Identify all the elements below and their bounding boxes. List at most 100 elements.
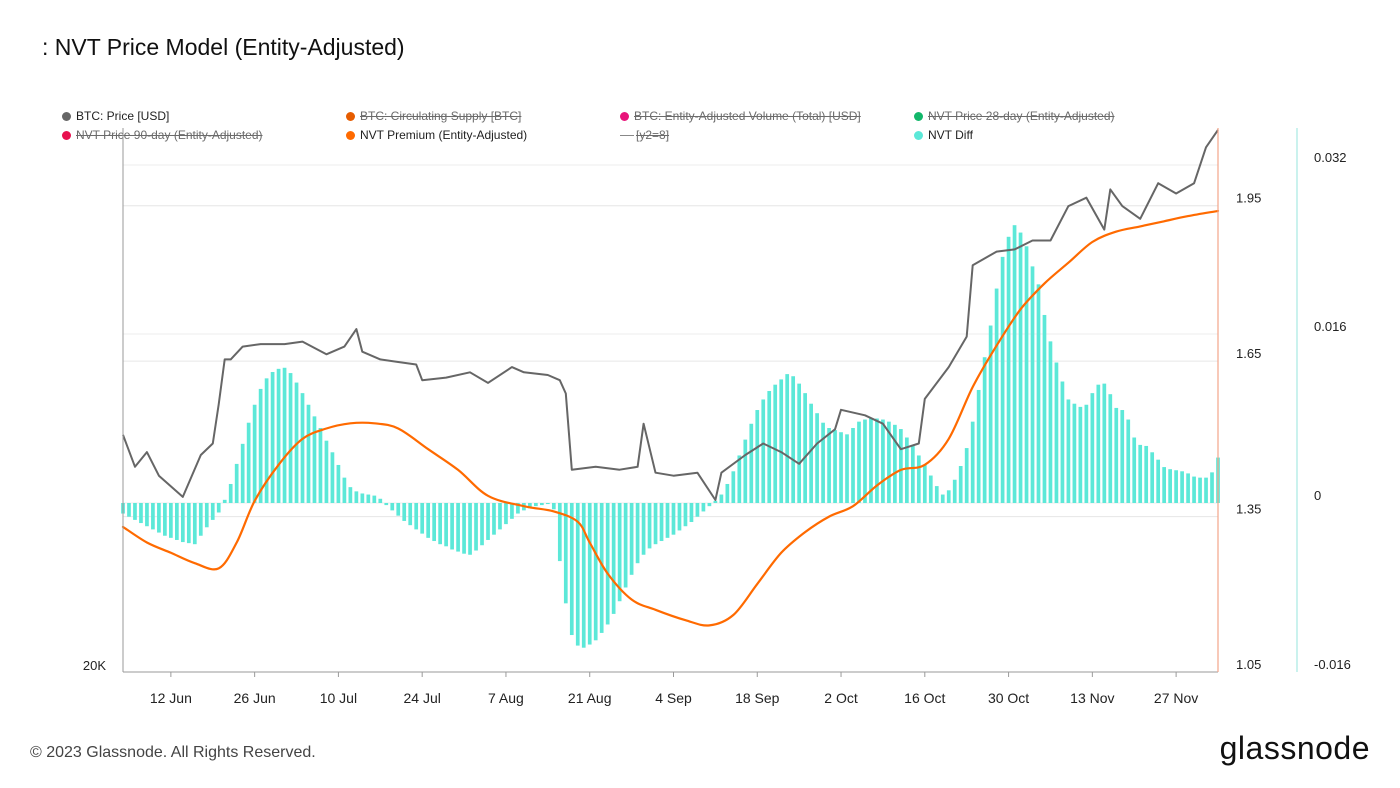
nvt-diff-bar [863,419,867,503]
nvt-diff-bar [426,502,431,538]
nvt-diff-bar [1096,384,1101,503]
nvt-diff-bar [551,502,556,510]
nvt-diff-bar [474,502,478,551]
nvt-diff-bar [611,502,616,614]
nvt-diff-bar [163,502,167,536]
nvt-diff-bar [234,463,239,503]
nvt-diff-bar [145,502,149,527]
nvt-diff-bar [839,432,843,503]
x-axis-tick-label: 24 Jul [404,690,441,706]
nvt-diff-bar [528,502,532,509]
nvt-diff-bar [791,376,796,503]
nvt-diff-bar [312,416,317,503]
legend-item-1[interactable]: BTC: Circulating Supply [BTC] [346,108,521,124]
nvt-diff-bar [372,495,377,503]
nvt-diff-bar [432,502,436,542]
nvt-diff-bar [192,502,197,545]
nvt-diff-bar [605,502,610,625]
nvt-diff-bar [1102,383,1107,503]
nvt-diff-bar [958,466,963,503]
nvt-diff-bar [366,494,371,503]
premium-axis-tick-label: 1.95 [1236,191,1261,206]
nvt-diff-bar [414,502,419,530]
nvt-diff-bar [1120,410,1125,503]
nvt-diff-bar [1054,362,1059,503]
nvt-diff-bar [300,393,305,503]
nvt-diff-bar [1006,236,1011,503]
nvt-diff-bar [755,410,760,503]
nvt-diff-bar [180,502,185,543]
nvt-diff-bars [121,225,1220,648]
nvt-diff-bar [845,434,849,503]
nvt-diff-bar [139,502,143,524]
nvt-diff-bar [252,404,257,503]
nvt-diff-bar [887,421,891,503]
nvt-diff-bar [881,419,885,503]
nvt-diff-bar [1108,394,1113,503]
nvt-diff-bar [444,502,448,547]
nvt-diff-bar [408,502,413,526]
nvt-diff-bar [1078,406,1083,503]
legend-dot-icon [346,130,355,140]
nvt-diff-bar [1132,437,1137,503]
x-axis-tick-label: 4 Sep [655,690,692,706]
legend-item-2[interactable]: BTC: Entity-Adjusted Volume (Total) [USD… [620,108,861,124]
nvt-diff-bar [1126,419,1131,503]
nvt-diff-bar [210,502,215,520]
nvt-diff-bar [1018,232,1023,503]
nvt-diff-bar [1174,470,1178,503]
nvt-diff-bar [677,502,682,531]
nvt-diff-bar [402,502,407,521]
nvt-diff-bar [635,502,640,564]
nvt-diff-bar [545,502,550,505]
nvt-diff-bar [1162,467,1166,503]
nvt-diff-bar [198,502,203,536]
legend-label: BTC: Price [USD] [76,109,170,123]
nvt-diff-bar [773,384,778,503]
legend-dot-icon [914,130,923,140]
nvt-diff-bar [928,475,933,503]
legend-item-3[interactable]: NVT Price 28-day (Entity-Adjusted) [914,108,1115,124]
glassnode-logo[interactable]: glassnode [1219,730,1370,766]
nvt-diff-bar [761,399,766,503]
nvt-diff-bar [1036,284,1041,503]
btc-price-line [122,129,1219,501]
nvt-diff-bar [659,502,664,542]
nvt-diff-bar [815,413,819,503]
nvt-diff-bar [683,502,688,527]
nvt-diff-bar [629,502,634,575]
copyright-text: © 2023 Glassnode. All Rights Reserved. [30,744,316,761]
premium-axis-tick-label: 1.05 [1236,657,1261,672]
nvt-diff-bar [1156,459,1161,503]
nvt-diff-bar [910,445,915,503]
nvt-diff-bar [1072,403,1077,503]
nvt-diff-bar [893,424,897,503]
legend-item-5[interactable]: NVT Premium (Entity-Adjusted) [346,127,527,143]
nvt-diff-bar [438,502,442,545]
legend-dot-icon [914,111,923,121]
nvt-diff-bar [821,422,825,503]
nvt-diff-bar [360,493,365,503]
x-axis-tick-label: 18 Sep [735,690,780,706]
legend-item-0[interactable]: BTC: Price [USD] [62,108,169,124]
x-axis-tick-label: 7 Aug [488,690,524,706]
x-axis-tick-label: 21 Aug [568,690,612,706]
nvt-diff-bar [701,502,706,512]
nvt-diff-bar [982,357,987,503]
nvt-diff-bar [396,502,401,516]
nvt-diff-bar [599,502,604,633]
nvt-diff-bar [851,427,855,503]
nvt-diff-bar [899,429,903,503]
diff-axis-tick-label: -0.016 [1314,657,1351,672]
legend-item-6[interactable]: [y2=8] [620,127,669,143]
nvt-diff-bar [857,421,861,503]
nvt-diff-bar [270,372,275,503]
nvt-diff-bar [665,502,670,538]
x-axis-tick-label: 30 Oct [988,690,1029,706]
nvt-diff-bar [498,502,502,530]
nvt-diff-bar [1192,476,1196,503]
legend-item-7[interactable]: NVT Diff [914,127,973,143]
nvt-diff-bar [797,383,801,503]
nvt-diff-bar [557,502,562,562]
